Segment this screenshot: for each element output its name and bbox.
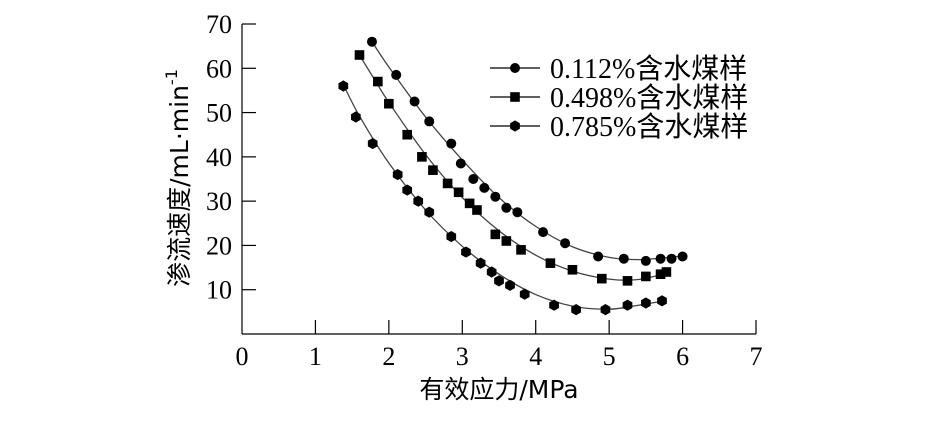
legend-marker: [510, 120, 520, 132]
series-1-point: [512, 207, 523, 218]
series-2-point: [453, 187, 464, 198]
series-2-point: [661, 267, 672, 277]
series-3-point: [494, 275, 504, 287]
legend-marker: [510, 63, 520, 73]
series-1-point: [618, 253, 629, 264]
series-3-point: [622, 299, 633, 311]
y-tick-label: 50: [206, 99, 232, 128]
y-axis-label-text: 渗流速度/mL·min-1: [162, 69, 194, 287]
y-tick-label: 70: [206, 10, 232, 39]
series-2-point: [641, 271, 651, 282]
y-tick-label: 40: [206, 143, 232, 172]
series-1-point: [560, 238, 571, 249]
x-tick-label: 0: [236, 342, 249, 371]
series-2-point: [516, 245, 526, 255]
series-3-point: [641, 297, 651, 309]
series-1-point: [501, 202, 512, 213]
series-3-point: [571, 304, 581, 316]
series-3-point: [402, 184, 413, 196]
series-1-point: [424, 116, 435, 127]
series-3-point: [424, 206, 435, 218]
x-tick-label: 1: [309, 342, 322, 371]
series-1-point: [666, 253, 677, 264]
legend-label: 0.112%含水煤样: [550, 53, 747, 85]
series-3-point: [600, 304, 611, 316]
y-tick-label: 30: [206, 187, 232, 216]
x-tick-label: 5: [603, 342, 616, 371]
series-1-point: [391, 69, 402, 80]
x-tick-label: 6: [676, 342, 689, 371]
legend-marker: [510, 92, 520, 102]
series-1-point: [640, 255, 651, 266]
series-3-point: [446, 230, 457, 243]
series-2-point: [622, 276, 633, 286]
series-1-point: [468, 174, 479, 184]
series-3-point: [475, 257, 486, 269]
x-tick-label: 4: [529, 342, 542, 371]
y-axis-label-group: 渗流速度/mL·min-1: [162, 69, 194, 287]
series-1-point: [655, 253, 666, 264]
x-tick-label: 2: [382, 342, 395, 371]
series-2-point: [567, 264, 578, 275]
series-1-point: [409, 96, 420, 107]
series-1-point: [455, 158, 466, 169]
series-1-point: [366, 36, 377, 47]
y-axis-label: 渗流速度/mL·min: [165, 85, 194, 287]
series-3-point: [350, 111, 361, 123]
x-tick-label: 3: [456, 342, 469, 371]
series-2-point: [545, 258, 556, 268]
series-2-point: [428, 165, 438, 175]
series-2-point: [442, 178, 453, 189]
series-2-point: [384, 98, 394, 109]
y-tick-label: 20: [206, 231, 232, 260]
series-3-point: [461, 246, 471, 258]
series-2-point: [417, 152, 427, 162]
legend-label: 0.498%含水煤样: [550, 82, 748, 114]
y-ticks: 10 20 30 40 50 60 70: [206, 10, 256, 305]
series-2-point: [655, 269, 666, 280]
series-1-point: [446, 138, 457, 149]
series-2-point: [490, 229, 501, 240]
y-tick-label: 60: [206, 54, 232, 83]
legend-label: 0.785%含水煤样: [550, 111, 748, 143]
axes: [241, 24, 756, 335]
series-2-point: [472, 205, 482, 215]
y-tick-label: 10: [206, 276, 232, 305]
series-3-point: [657, 295, 667, 307]
series-3-point: [505, 279, 515, 291]
series-1-point: [593, 251, 604, 262]
series-3-point: [519, 288, 530, 300]
series-1-point: [490, 191, 501, 202]
series-3-point: [338, 80, 349, 92]
series-2-point: [464, 198, 475, 209]
series-2-point: [597, 273, 607, 284]
series-2-point: [501, 236, 512, 246]
series-3-curve: [342, 84, 665, 310]
series-1-point: [479, 182, 490, 193]
series-3-point: [367, 137, 378, 150]
series-3-point: [486, 266, 497, 278]
series-2-point: [354, 50, 365, 60]
x-ticks: 0 1 2 3 4 5 6 7: [236, 320, 763, 371]
y-axis-label-superscript: -1: [162, 69, 181, 85]
series-1-point: [538, 227, 549, 238]
series-1-point: [677, 251, 688, 262]
series-3-point: [413, 195, 424, 207]
x-tick-label: 7: [750, 342, 763, 371]
series-3-point: [392, 168, 403, 181]
series-2-point: [373, 76, 383, 87]
data-points: [338, 36, 688, 316]
series-2-point: [402, 129, 413, 140]
x-axis-label: 有效应力/MPa: [419, 375, 578, 404]
series-3-point: [549, 299, 559, 311]
